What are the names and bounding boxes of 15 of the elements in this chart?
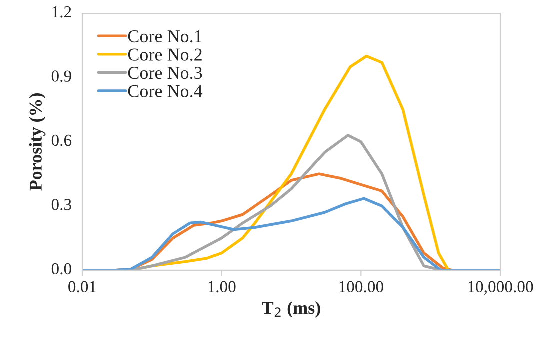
y-tick-label: 1.2 [52,6,72,18]
legend-label: Core No.1 [128,30,202,43]
y-tick-label: 0.6 [52,134,72,146]
legend-label: Core No.2 [128,48,202,61]
x-axis-title: T$_{2}$ (ms) [262,301,320,318]
y-tick-label: 0.3 [52,199,72,210]
x-tick-label: 10,000.00 [468,281,534,295]
x-tick-label: 1.00 [208,281,236,293]
y-tick-label: 0.0 [52,263,72,275]
legend-label: Core No.3 [128,67,202,80]
y-tick-label: 0.9 [52,70,72,82]
y-axis-title: Porosity (%) [29,94,46,191]
x-tick-label: 100.00 [340,281,384,293]
legend-label: Core No.4 [128,85,203,98]
x-tick-label: 0.01 [68,281,96,293]
